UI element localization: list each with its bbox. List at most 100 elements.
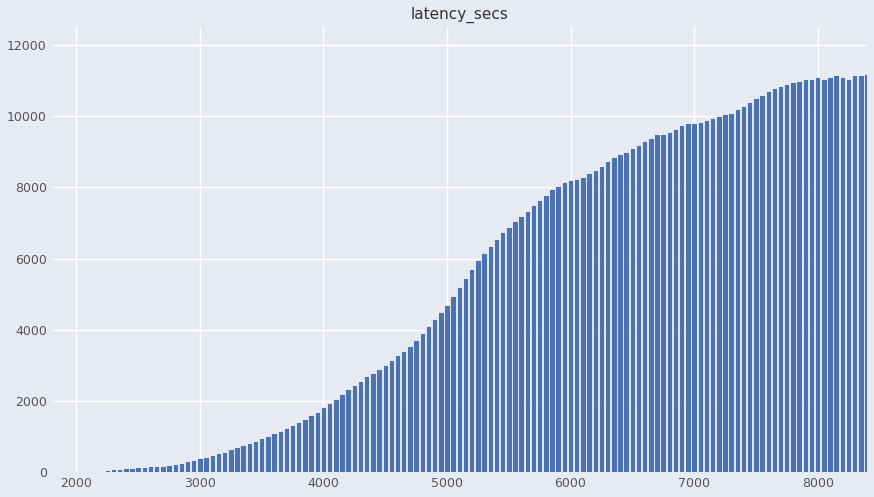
Bar <box>296 422 302 472</box>
Bar <box>586 173 592 472</box>
Bar <box>185 461 191 472</box>
Bar <box>407 346 413 472</box>
Bar <box>198 458 203 472</box>
Bar <box>371 373 376 472</box>
Bar <box>135 467 141 472</box>
Bar <box>649 138 654 472</box>
Bar <box>828 77 833 472</box>
Bar <box>691 123 697 472</box>
Bar <box>383 365 388 472</box>
Bar <box>766 91 771 472</box>
Bar <box>389 360 394 472</box>
Bar <box>741 105 746 472</box>
Bar <box>450 296 456 472</box>
Bar <box>339 394 344 472</box>
Bar <box>722 114 728 472</box>
Bar <box>148 467 153 472</box>
Bar <box>351 385 357 472</box>
Bar <box>302 419 308 472</box>
Bar <box>123 468 128 472</box>
Bar <box>166 465 172 472</box>
Bar <box>642 141 648 472</box>
Bar <box>142 467 147 472</box>
Bar <box>309 415 314 472</box>
Bar <box>537 200 543 472</box>
Bar <box>357 381 364 472</box>
Bar <box>271 433 277 472</box>
Bar <box>716 116 722 472</box>
Bar <box>697 122 703 472</box>
Bar <box>605 161 610 472</box>
Bar <box>840 77 845 472</box>
Bar <box>475 260 481 472</box>
Bar <box>432 319 437 472</box>
Bar <box>111 469 116 472</box>
Bar <box>790 83 795 472</box>
Bar <box>852 76 857 472</box>
Bar <box>172 464 178 472</box>
Bar <box>728 113 734 472</box>
Bar <box>413 340 419 472</box>
Bar <box>426 326 431 472</box>
Bar <box>735 109 740 472</box>
Bar <box>463 278 468 472</box>
Bar <box>549 189 555 472</box>
Bar <box>524 211 530 472</box>
Bar <box>333 399 338 472</box>
Bar <box>815 77 821 472</box>
Bar <box>482 253 487 472</box>
Bar <box>401 351 406 472</box>
Bar <box>655 134 660 472</box>
Bar <box>629 148 635 472</box>
Bar <box>667 132 672 472</box>
Bar <box>290 425 295 472</box>
Bar <box>494 239 499 472</box>
Bar <box>228 449 233 472</box>
Bar <box>500 232 505 472</box>
Bar <box>772 88 777 472</box>
Bar <box>154 466 159 472</box>
Bar <box>562 182 567 472</box>
Bar <box>593 169 598 472</box>
Bar <box>210 455 215 472</box>
Bar <box>444 305 450 472</box>
Bar <box>160 466 165 472</box>
Bar <box>685 123 690 472</box>
Bar <box>599 166 604 472</box>
Bar <box>834 76 839 472</box>
Bar <box>568 180 573 472</box>
Bar <box>377 369 382 472</box>
Bar <box>240 445 246 472</box>
Bar <box>796 81 801 472</box>
Bar <box>747 102 753 472</box>
Bar <box>556 186 561 472</box>
Bar <box>871 72 874 472</box>
Bar <box>488 246 493 472</box>
Bar <box>469 269 475 472</box>
Bar <box>784 84 789 472</box>
Bar <box>574 178 579 472</box>
Bar <box>623 152 629 472</box>
Bar <box>821 79 827 472</box>
Bar <box>864 74 870 472</box>
Bar <box>284 428 289 472</box>
Bar <box>265 436 271 472</box>
Bar <box>858 76 864 472</box>
Bar <box>204 457 209 472</box>
Bar <box>234 447 239 472</box>
Bar <box>760 95 765 472</box>
Bar <box>420 333 425 472</box>
Bar <box>191 460 197 472</box>
Bar <box>315 412 320 472</box>
Bar <box>710 118 715 472</box>
Bar <box>395 355 400 472</box>
Bar <box>531 205 537 472</box>
Bar <box>679 125 684 472</box>
Bar <box>846 79 851 472</box>
Bar <box>253 441 258 472</box>
Bar <box>753 98 759 472</box>
Bar <box>661 134 666 472</box>
Bar <box>611 157 616 472</box>
Bar <box>216 453 221 472</box>
Bar <box>327 403 332 472</box>
